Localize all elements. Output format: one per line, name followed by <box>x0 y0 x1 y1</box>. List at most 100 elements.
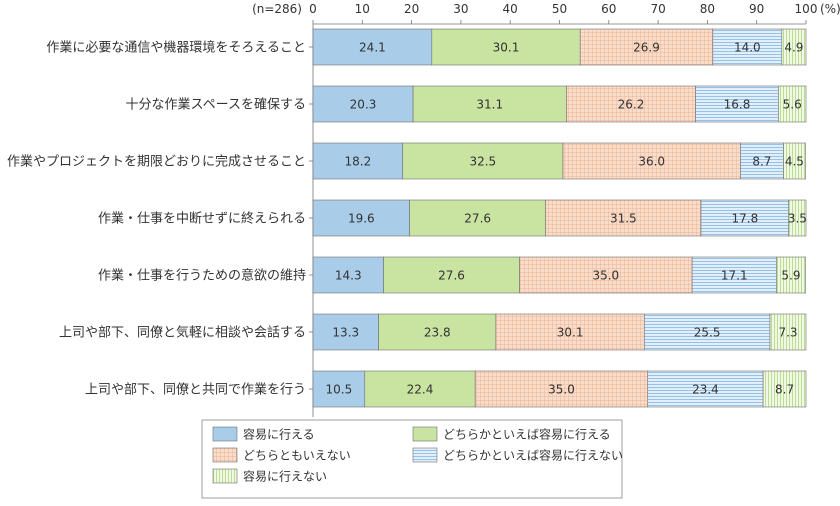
data-label: 3.5 <box>788 212 807 226</box>
data-label: 22.4 <box>407 383 434 397</box>
legend-swatch <box>212 447 238 463</box>
data-label: 7.3 <box>778 326 797 340</box>
legend-label: 容易に行えない <box>243 469 327 484</box>
x-tick-label: 0 <box>309 2 317 16</box>
category-label: 作業に必要な通信や機器環境をそろえること <box>46 40 306 56</box>
data-label: 30.1 <box>557 326 584 340</box>
bar-segment <box>695 85 779 123</box>
bar-segment <box>647 370 764 408</box>
data-label: 8.7 <box>752 155 771 169</box>
data-label: 19.6 <box>348 212 375 226</box>
unit-label: (%) <box>820 2 840 16</box>
data-label: 32.5 <box>469 155 496 169</box>
bars <box>312 28 807 408</box>
data-label: 27.6 <box>464 212 491 226</box>
legend-frame <box>201 419 623 499</box>
bar-segment <box>769 313 807 351</box>
x-tick-label: 70 <box>650 2 665 16</box>
data-label: 30.1 <box>493 41 520 55</box>
bar-segment <box>312 370 366 408</box>
bar-segment <box>312 85 414 123</box>
x-tick-label: 60 <box>601 2 616 16</box>
data-label: 31.1 <box>476 98 503 112</box>
bar-segment <box>691 256 777 294</box>
bar-segment <box>700 199 790 237</box>
bar-segment <box>312 199 410 237</box>
n-label: (n=286) <box>252 2 302 16</box>
bar-segment <box>474 370 649 408</box>
x-tick-label: 50 <box>552 2 567 16</box>
data-label: 17.8 <box>732 212 759 226</box>
category-label: 十分な作業スペースを確保する <box>126 97 306 113</box>
bar-segment <box>312 28 433 66</box>
bar-segment <box>776 256 806 294</box>
bar-segment <box>402 142 564 180</box>
x-tick-label: 20 <box>404 2 419 16</box>
data-label: 13.3 <box>332 326 359 340</box>
data-label: 17.1 <box>721 269 748 283</box>
data-label: 25.5 <box>694 326 721 340</box>
legend-swatch <box>412 426 438 442</box>
bar-segment <box>412 85 567 123</box>
data-label: 36.0 <box>638 155 665 169</box>
category-label: 作業やプロジェクトを期限どおりに完成させること <box>7 154 306 170</box>
bar-segment <box>519 256 693 294</box>
legend-swatch <box>212 468 238 484</box>
data-label: 14.0 <box>734 41 761 55</box>
data-label: 27.6 <box>438 269 465 283</box>
x-tick-label: 30 <box>453 2 468 16</box>
category-label: 作業・仕事を行うための意欲の維持 <box>98 268 306 284</box>
x-tick-label: 80 <box>700 2 715 16</box>
data-label: 23.4 <box>692 383 719 397</box>
x-tick-label: 40 <box>503 2 518 16</box>
bar-segment <box>762 370 807 408</box>
data-label: 23.8 <box>424 326 451 340</box>
bar-segment <box>378 313 497 351</box>
x-tick-label: 100 <box>795 2 818 16</box>
data-label: 4.5 <box>785 155 804 169</box>
data-label: 16.8 <box>724 98 751 112</box>
data-labels: 24.1 30.1 26.9 14.0 4.9 20.3 31.1 26.2 16.8 5.6 18… <box>326 41 807 397</box>
bar-segment <box>788 199 807 237</box>
bar-segment <box>312 256 384 294</box>
x-tick-label: 10 <box>355 2 370 16</box>
bar-segment <box>783 142 806 180</box>
data-label: 8.7 <box>775 383 794 397</box>
data-label: 31.5 <box>610 212 637 226</box>
bar-segment <box>781 28 807 66</box>
bar-segment <box>545 199 702 237</box>
bar-segment <box>409 199 546 237</box>
data-label: 24.1 <box>359 41 386 55</box>
bar-segment <box>778 85 807 123</box>
x-tick-label: 90 <box>749 2 764 16</box>
bar-segment <box>431 28 581 66</box>
data-label: 20.3 <box>350 98 377 112</box>
data-label: 35.0 <box>548 383 575 397</box>
bar-segment <box>562 142 741 180</box>
legend-swatch <box>412 447 438 463</box>
x-axis-ticks: 0 10 20 30 40 50 60 70 80 90 100 <box>309 2 817 24</box>
category-label: 上司や部下、同僚と気軽に相談や会話する <box>59 325 306 341</box>
legend-label: どちらかといえば容易に行えない <box>443 448 623 463</box>
bar-segment <box>566 85 696 123</box>
data-label: 26.9 <box>633 41 660 55</box>
legend-label: 容易に行える <box>243 427 315 442</box>
category-label: 上司や部下、同僚と共同で作業を行う <box>85 382 306 398</box>
bar-segment <box>312 142 404 180</box>
data-label: 14.3 <box>335 269 362 283</box>
data-label: 10.5 <box>326 383 353 397</box>
legend-swatch <box>212 426 238 442</box>
data-label: 4.9 <box>784 41 803 55</box>
bar-segment <box>740 142 784 180</box>
data-label: 26.2 <box>618 98 645 112</box>
category-label: 作業・仕事を中断せずに終えられる <box>98 211 306 227</box>
data-label: 5.6 <box>783 98 802 112</box>
data-label: 5.9 <box>781 269 800 283</box>
legend-label: どちらともいえない <box>243 449 351 463</box>
data-label: 18.2 <box>345 155 372 169</box>
legend-label: どちらかといえば容易に行える <box>443 427 611 442</box>
bar-segment <box>579 28 714 66</box>
data-label: 35.0 <box>592 269 619 283</box>
